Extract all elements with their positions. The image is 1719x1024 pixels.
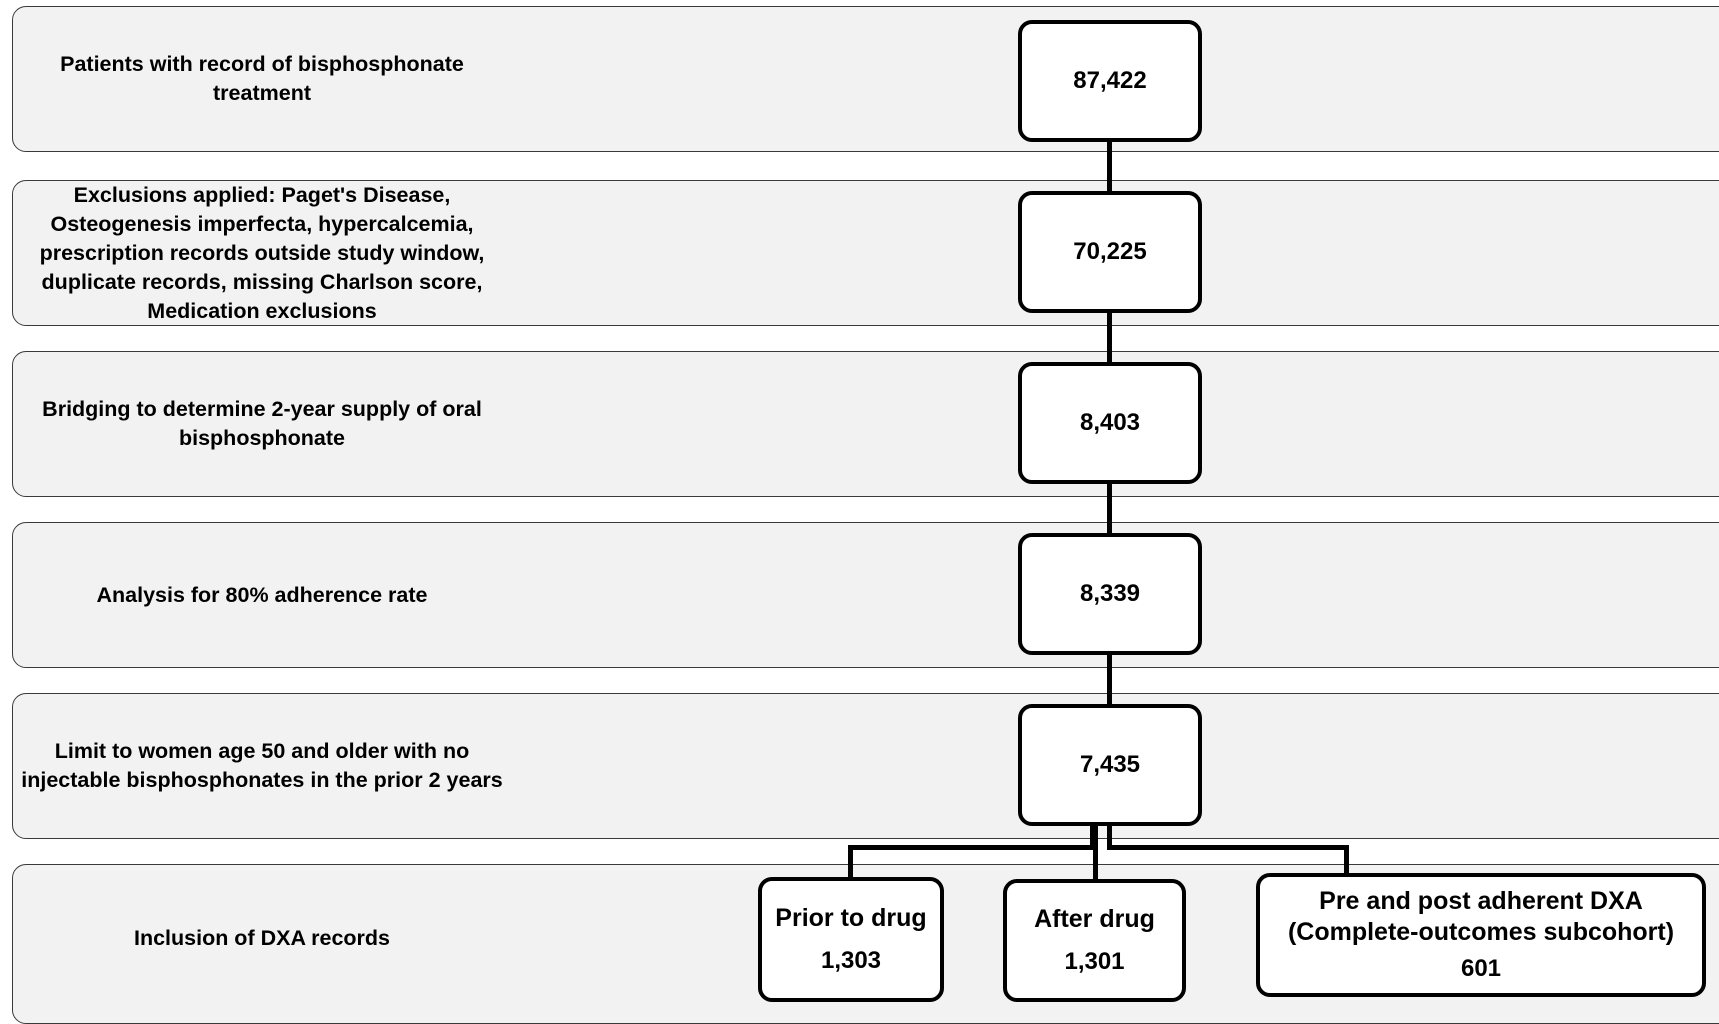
- step-label-4: Analysis for 80% adherence rate: [96, 582, 428, 607]
- dxa-box-after-drug: After drug 1,301: [1003, 879, 1186, 1002]
- row-panel-4: [12, 522, 1719, 668]
- count-box-1: 87,422: [1018, 20, 1202, 142]
- connector-line-4: [1107, 653, 1112, 707]
- row-panel-5: [12, 693, 1719, 839]
- dxa-group-label: After drug: [1034, 905, 1155, 933]
- row-panel-2: [12, 180, 1719, 326]
- dxa-group-label: Pre and post adherent DXA (Complete-outc…: [1287, 887, 1675, 946]
- dxa-box-prior-to-drug: Prior to drug 1,303: [758, 877, 944, 1002]
- dxa-group-label: Prior to drug: [775, 904, 927, 932]
- connector-line-2: [1107, 311, 1112, 365]
- connector-line-1: [1107, 140, 1112, 194]
- branch-drop-complete: [1344, 845, 1349, 876]
- step-label-1: Patients with record of bisphosphonate t…: [60, 52, 464, 105]
- dxa-group-count: 1,303: [820, 947, 882, 974]
- count-box-4: 8,339: [1018, 533, 1202, 655]
- branch-drop-prior: [848, 845, 853, 881]
- branch-bar-left: [848, 845, 1095, 850]
- step-label-5: Limit to women age 50 and older with no …: [21, 739, 503, 792]
- branch-stem-right: [1107, 822, 1112, 847]
- row-panel-3: [12, 351, 1719, 497]
- count-box-2: 70,225: [1018, 191, 1202, 313]
- count-box-5: 7,435: [1018, 704, 1202, 826]
- count-box-3: 8,403: [1018, 362, 1202, 484]
- step-label-6: Inclusion of DXA records: [133, 925, 391, 950]
- dxa-box-complete-outcomes: Pre and post adherent DXA (Complete-outc…: [1256, 873, 1706, 997]
- branch-stem-middle: [1093, 822, 1098, 882]
- step-label-3: Bridging to determine 2-year supply of o…: [42, 397, 482, 450]
- dxa-group-count: 1,301: [1064, 948, 1125, 975]
- connector-line-3: [1107, 482, 1112, 536]
- branch-stem-left: [1090, 822, 1095, 847]
- row-panel-1: [12, 6, 1719, 152]
- branch-bar-right: [1107, 845, 1349, 850]
- step-label-2: Exclusions applied: Paget's Disease, Ost…: [39, 182, 485, 323]
- dxa-group-count: 601: [1460, 955, 1502, 982]
